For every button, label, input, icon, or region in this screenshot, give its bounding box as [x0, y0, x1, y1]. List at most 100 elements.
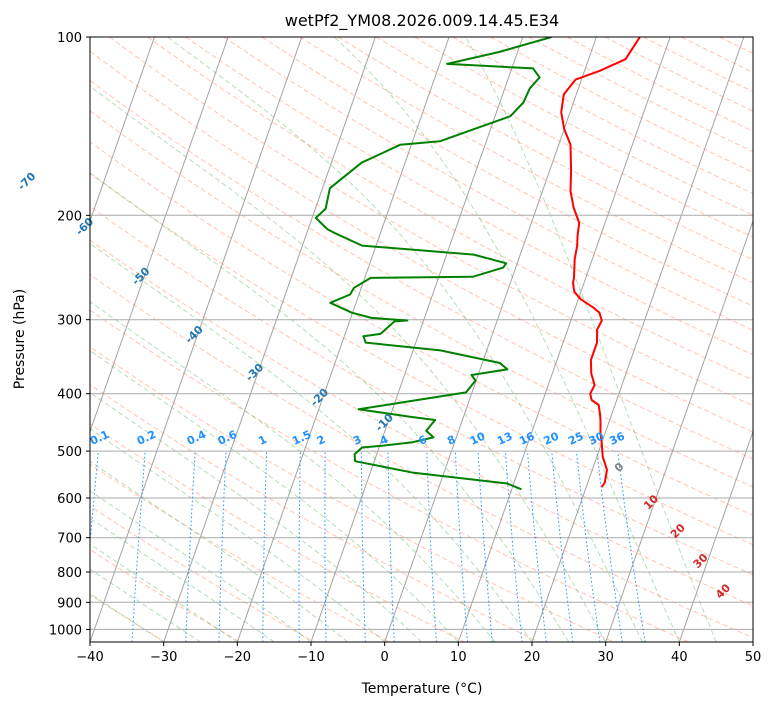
- moist-adiabat: [90, 172, 570, 642]
- y-tick-label: 500: [57, 445, 82, 460]
- dry-adiabat: [376, 37, 753, 238]
- y-tick-label: 900: [57, 596, 82, 611]
- isotherm-label: -50: [129, 265, 152, 288]
- isotherm-line: [531, 37, 745, 642]
- mixing-ratio-label: 16: [517, 429, 537, 447]
- mixing-ratio-line: [90, 451, 99, 549]
- dry-adiabat-label: 30: [691, 551, 711, 571]
- dewpoint-line: [314, 37, 552, 491]
- mixing-ratio-label: 36: [607, 429, 627, 447]
- isotherm-line: [752, 640, 753, 642]
- chart-title: wetPf2_YM08.2026.009.14.45.E34: [285, 11, 559, 31]
- mixing-ratio-label: 30: [587, 429, 607, 447]
- x-tick-label: 50: [745, 650, 762, 665]
- isotherm-label: -40: [183, 323, 206, 346]
- mixing-ratio-line: [551, 451, 574, 642]
- dry-adiabat-label: 0: [612, 460, 627, 475]
- isotherm-line: [0, 37, 7, 642]
- moist-adiabat: [90, 301, 496, 642]
- dry-adiabat: [90, 423, 465, 642]
- moist-adiabat: [90, 490, 312, 642]
- dry-adiabat: [90, 463, 390, 642]
- mixing-ratio-label: 0.6: [216, 428, 239, 448]
- dry-adiabat: [223, 37, 753, 331]
- isotherm-label: -70: [15, 170, 38, 193]
- mixing-ratio-line: [617, 451, 646, 642]
- isotherm-line: [678, 429, 753, 642]
- dry-adiabat: [261, 37, 753, 307]
- y-tick-label: 600: [57, 492, 82, 507]
- mixing-ratio-label: 0.1: [88, 428, 111, 448]
- moist-adiabat: [90, 85, 607, 642]
- isotherm-line: [236, 37, 450, 642]
- mixing-ratio-label: 20: [542, 429, 562, 447]
- x-tick-label: 20: [524, 650, 541, 665]
- x-tick-label: 0: [381, 650, 389, 665]
- mixing-ratio-label: 1.5: [290, 428, 313, 448]
- moist-adiabat: [90, 517, 275, 642]
- mixing-ratio-line: [298, 451, 301, 642]
- mixing-ratio-label: 6: [417, 433, 430, 448]
- dry-adiabat: [604, 37, 753, 112]
- isotherm-line: [90, 37, 229, 433]
- dry-adiabat: [90, 548, 241, 642]
- x-tick-label: −30: [150, 650, 177, 665]
- mixing-ratio-line: [576, 451, 601, 642]
- dry-adiabat: [719, 37, 753, 54]
- mixing-ratio-label: 13: [495, 430, 514, 448]
- mixing-ratio-line: [324, 451, 327, 642]
- data-lines: [314, 37, 641, 491]
- y-tick-label: 300: [57, 314, 82, 329]
- dry-adiabat: [109, 37, 753, 407]
- dry-adiabat: [90, 505, 315, 642]
- y-tick-label: 1000: [49, 623, 82, 638]
- dry-adiabat: [90, 173, 753, 546]
- moist-adiabat: [333, 37, 680, 642]
- dry-adiabat: [90, 309, 689, 642]
- mixing-ratio-label: 1: [256, 433, 268, 448]
- dry-adiabat: [643, 37, 753, 93]
- dry-adiabat: [90, 141, 753, 516]
- dry-adiabat: [681, 37, 753, 73]
- dry-adiabat: [337, 37, 753, 261]
- moist-adiabat: [465, 37, 717, 642]
- background-lines: [0, 37, 753, 642]
- x-tick-label: 40: [671, 650, 688, 665]
- x-axis-label: Temperature (°C): [361, 681, 483, 697]
- temperature-line: [560, 37, 641, 488]
- isotherm-line: [90, 37, 303, 642]
- mixing-ratio-line: [527, 451, 547, 642]
- dry-adiabat: [90, 50, 753, 433]
- mixing-ratio-line: [477, 451, 493, 642]
- dry-adiabat-label: 40: [713, 581, 733, 601]
- x-tick-label: 10: [450, 650, 467, 665]
- isotherm-line: [163, 37, 376, 642]
- y-axis-label: Pressure (hPa): [12, 289, 28, 389]
- y-tick-label: 700: [57, 532, 82, 547]
- dry-adiabat: [414, 37, 753, 216]
- dry-adiabat: [90, 239, 753, 607]
- y-tick-label: 400: [57, 388, 82, 403]
- in-plot-labels: 0.10.20.40.611.52346810131620253036-100-…: [15, 170, 733, 602]
- isotherm-line: [457, 37, 671, 642]
- mixing-ratio-line: [426, 451, 437, 642]
- isotherm-line: [90, 37, 155, 223]
- x-tick-label: −10: [297, 650, 324, 665]
- dry-adiabat: [90, 205, 753, 576]
- dry-adiabat: [528, 37, 753, 153]
- dry-adiabat: [90, 273, 753, 639]
- mixing-ratio-label: 10: [468, 429, 488, 447]
- x-tick-label: −40: [76, 650, 103, 665]
- dry-adiabat: [147, 37, 753, 381]
- y-tick-label: 200: [57, 209, 82, 224]
- mixing-ratio-line: [596, 451, 623, 642]
- mixing-ratio-label: 25: [566, 430, 585, 448]
- mixing-ratio-label: 3: [351, 433, 363, 448]
- y-tick-label: 800: [57, 566, 82, 581]
- mixing-ratio-line: [504, 451, 523, 642]
- dry-adiabat: [299, 37, 753, 284]
- plot-frame: [89, 36, 754, 643]
- isotherm-line: [310, 37, 524, 642]
- mixing-ratio-label: 0.2: [135, 428, 158, 448]
- y-tick-label: 100: [57, 31, 82, 46]
